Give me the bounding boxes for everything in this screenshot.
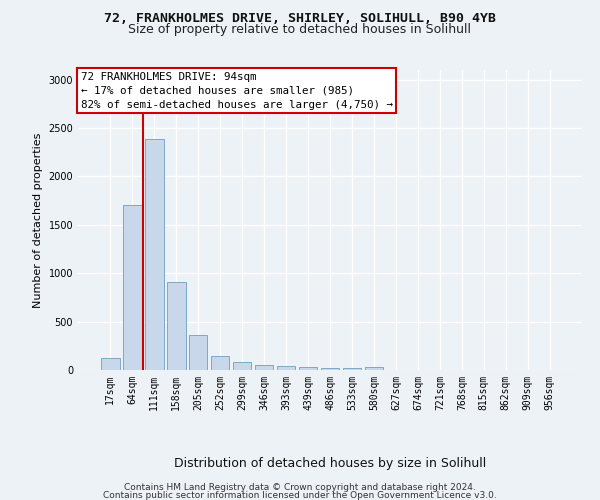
Text: Distribution of detached houses by size in Solihull: Distribution of detached houses by size …	[174, 458, 486, 470]
Text: Size of property relative to detached houses in Solihull: Size of property relative to detached ho…	[128, 22, 472, 36]
Bar	[365, 367, 383, 370]
Bar	[277, 366, 295, 370]
Text: 72 FRANKHOLMES DRIVE: 94sqm
← 17% of detached houses are smaller (985)
82% of se: 72 FRANKHOLMES DRIVE: 94sqm ← 17% of det…	[80, 72, 392, 110]
Bar	[343, 368, 361, 370]
Y-axis label: Number of detached properties: Number of detached properties	[33, 132, 43, 308]
Bar	[123, 206, 142, 370]
Bar	[167, 282, 185, 370]
Bar	[233, 362, 251, 370]
Bar	[145, 138, 164, 370]
Bar	[299, 367, 317, 370]
Text: Contains public sector information licensed under the Open Government Licence v3: Contains public sector information licen…	[103, 491, 497, 500]
Text: 72, FRANKHOLMES DRIVE, SHIRLEY, SOLIHULL, B90 4YB: 72, FRANKHOLMES DRIVE, SHIRLEY, SOLIHULL…	[104, 12, 496, 26]
Bar	[320, 368, 340, 370]
Bar	[255, 364, 274, 370]
Text: Contains HM Land Registry data © Crown copyright and database right 2024.: Contains HM Land Registry data © Crown c…	[124, 482, 476, 492]
Bar	[101, 358, 119, 370]
Bar	[211, 356, 229, 370]
Bar	[189, 335, 208, 370]
